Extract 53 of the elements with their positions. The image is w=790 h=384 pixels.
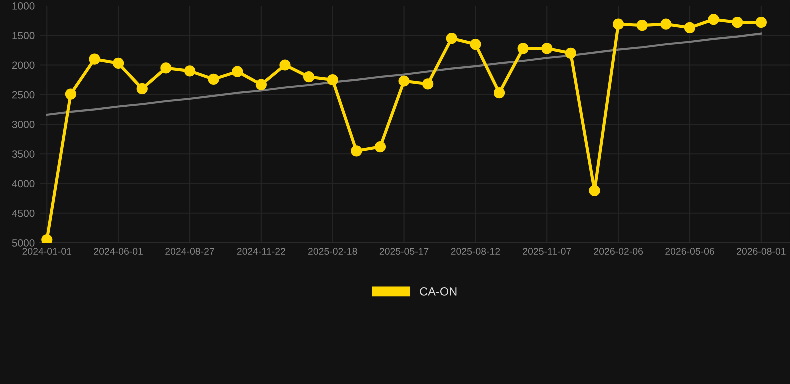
x-tick-label: 2025-05-17 — [380, 248, 429, 255]
point — [494, 88, 506, 99]
legend-label: CA-ON — [420, 288, 457, 296]
y-tick-label: 1000 — [12, 2, 35, 10]
point — [280, 60, 291, 71]
x-tick-label: 2026-08-01 — [737, 248, 786, 255]
point — [518, 43, 529, 54]
y-tick-label: 5000 — [12, 240, 35, 247]
point — [660, 18, 672, 30]
point — [351, 146, 362, 157]
x-tick-label: 2025-08-12 — [451, 248, 500, 255]
point — [684, 22, 696, 34]
x-tick-label: 2025-11-07 — [523, 248, 572, 255]
point — [232, 66, 244, 78]
point — [613, 18, 624, 30]
point — [374, 141, 386, 153]
y-tick-label: 3500 — [12, 150, 35, 158]
line-series — [46, 32, 762, 116]
x-tick-label: 2024-01-01 — [22, 248, 72, 255]
point — [42, 234, 53, 243]
point — [636, 20, 648, 32]
y-tick-label: 2500 — [12, 91, 35, 99]
point — [446, 33, 458, 44]
y-tick-label: 2000 — [12, 62, 35, 70]
point — [65, 88, 77, 100]
point — [113, 58, 124, 70]
point — [184, 66, 196, 77]
y-tick-label: 4000 — [12, 180, 35, 188]
point — [542, 43, 553, 54]
x-tick-label: 2026-02-06 — [594, 248, 644, 255]
point — [565, 48, 577, 59]
point — [398, 76, 410, 87]
point — [589, 185, 600, 196]
point — [756, 17, 767, 28]
x-tick-label: 2026-05-06 — [666, 248, 714, 255]
point — [303, 72, 315, 83]
point — [136, 83, 148, 95]
x-tick-label: 2024-08-27 — [166, 248, 214, 255]
x-tick-label: 2025-02-18 — [308, 248, 358, 255]
point — [470, 38, 482, 50]
point — [208, 74, 220, 86]
y-tick-label: 3000 — [12, 121, 35, 128]
point — [256, 79, 267, 90]
point — [327, 74, 338, 86]
point — [422, 78, 434, 90]
y-tick-label: 4500 — [12, 210, 35, 218]
x-tick-label: 2024-06-01 — [94, 248, 143, 255]
point — [732, 17, 744, 28]
y-tick-label: 1500 — [12, 32, 35, 40]
x-tick-label: 2024-11-22 — [237, 248, 286, 255]
point — [89, 54, 100, 65]
point — [160, 62, 172, 74]
point — [708, 14, 720, 26]
